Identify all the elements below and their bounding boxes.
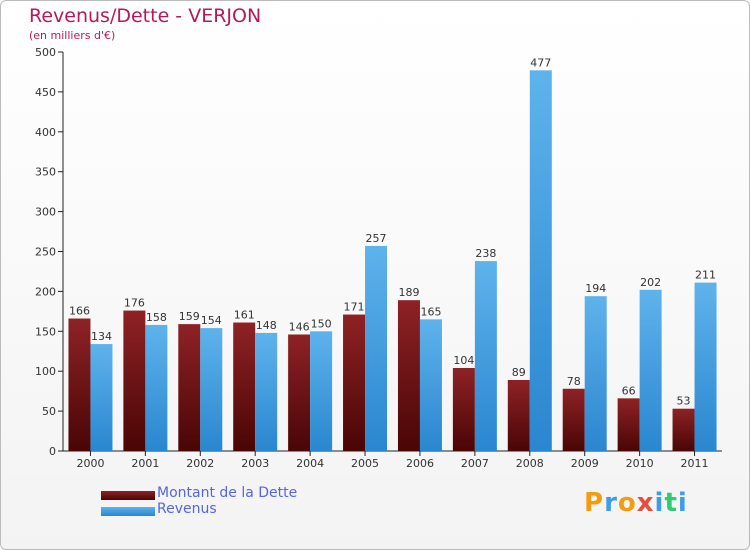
x-tick-label: 2003: [241, 457, 269, 470]
revenue-bar: [529, 70, 552, 451]
x-tick-label: 2008: [516, 457, 544, 470]
debt-bar: [233, 322, 256, 451]
x-tick-label: 2000: [76, 457, 104, 470]
chart-subtitle: (en milliers d'€): [29, 29, 116, 42]
revenue-bar: [694, 282, 717, 451]
debt-value-label: 159: [179, 310, 200, 323]
revenue-bar: [419, 319, 442, 451]
debt-bar: [343, 314, 366, 451]
y-tick-label: 450: [35, 86, 56, 99]
debt-bar: [288, 334, 311, 451]
x-tick-label: 2004: [296, 457, 324, 470]
revenue-value-label: 194: [585, 282, 606, 295]
debt-value-label: 89: [512, 366, 526, 379]
revenue-bar: [255, 332, 278, 451]
revenue-value-label: 165: [420, 305, 441, 318]
y-tick-label: 50: [42, 405, 56, 418]
y-tick-label: 200: [35, 285, 56, 298]
x-tick-label: 2002: [186, 457, 214, 470]
revenue-value-label: 150: [311, 317, 332, 330]
debt-bar: [397, 300, 420, 451]
revenue-value-label: 154: [201, 314, 222, 327]
proxiti-logo: Proxiti: [584, 488, 688, 518]
logo-letter: o: [617, 488, 637, 518]
y-tick-label: 100: [35, 365, 56, 378]
x-tick-label: 2006: [406, 457, 434, 470]
logo-letter: t: [664, 488, 678, 518]
debt-value-label: 171: [344, 301, 365, 314]
revenue-value-label: 158: [146, 311, 167, 324]
debt-bar: [68, 318, 91, 451]
x-tick-label: 2011: [681, 457, 709, 470]
logo-letter: i: [677, 488, 688, 518]
revenue-value-label: 477: [530, 56, 551, 69]
debt-bar: [178, 324, 201, 451]
chart-title: Revenus/Dette - VERJON: [29, 5, 262, 27]
revenue-bar: [90, 344, 113, 451]
revenue-bar: [310, 331, 333, 451]
logo-letter: i: [654, 488, 665, 518]
debt-bar: [672, 408, 695, 451]
x-tick-label: 2007: [461, 457, 489, 470]
debt-value-label: 53: [677, 395, 691, 408]
x-tick-label: 2010: [626, 457, 654, 470]
revenue-bar: [365, 245, 388, 451]
revenue-value-label: 238: [475, 247, 496, 260]
revenue-bar: [145, 324, 168, 451]
debt-value-label: 66: [622, 384, 636, 397]
x-tick-label: 2001: [131, 457, 159, 470]
debt-bar: [562, 388, 585, 451]
legend-label-debt: Montant de la Dette: [157, 485, 298, 501]
y-tick-label: 250: [35, 246, 56, 259]
legend-swatch-revenue: [101, 507, 155, 516]
revenue-value-label: 211: [695, 269, 716, 282]
revenue-bar: [200, 328, 223, 451]
y-tick-label: 400: [35, 126, 56, 139]
debt-bar: [507, 379, 530, 451]
revenue-bar: [474, 261, 497, 451]
logo-letter: r: [604, 488, 618, 518]
debt-bar: [617, 398, 640, 451]
revenue-value-label: 257: [366, 232, 387, 245]
y-tick-label: 500: [35, 46, 56, 59]
revenue-bar: [639, 289, 662, 451]
debt-value-label: 166: [69, 305, 90, 318]
legend-label-revenue: Revenus: [157, 501, 217, 517]
x-tick-label: 2005: [351, 457, 379, 470]
debt-value-label: 78: [567, 375, 581, 388]
logo-letter: x: [636, 488, 655, 518]
y-tick-label: 0: [49, 445, 56, 458]
debt-value-label: 104: [453, 354, 474, 367]
revenue-value-label: 134: [91, 330, 112, 343]
logo-letter: P: [584, 488, 605, 518]
y-tick-label: 350: [35, 166, 56, 179]
debt-value-label: 161: [234, 309, 255, 322]
debt-value-label: 176: [124, 297, 145, 310]
y-tick-label: 300: [35, 206, 56, 219]
revenue-value-label: 148: [256, 319, 277, 332]
legend-swatch-debt: [101, 491, 155, 500]
debt-bar: [123, 310, 146, 451]
debt-value-label: 146: [289, 320, 310, 333]
debt-bar: [452, 368, 475, 451]
debt-value-label: 189: [398, 286, 419, 299]
y-tick-label: 150: [35, 325, 56, 338]
revenue-value-label: 202: [640, 276, 661, 289]
revenue-bar: [584, 296, 607, 451]
x-tick-label: 2009: [571, 457, 599, 470]
